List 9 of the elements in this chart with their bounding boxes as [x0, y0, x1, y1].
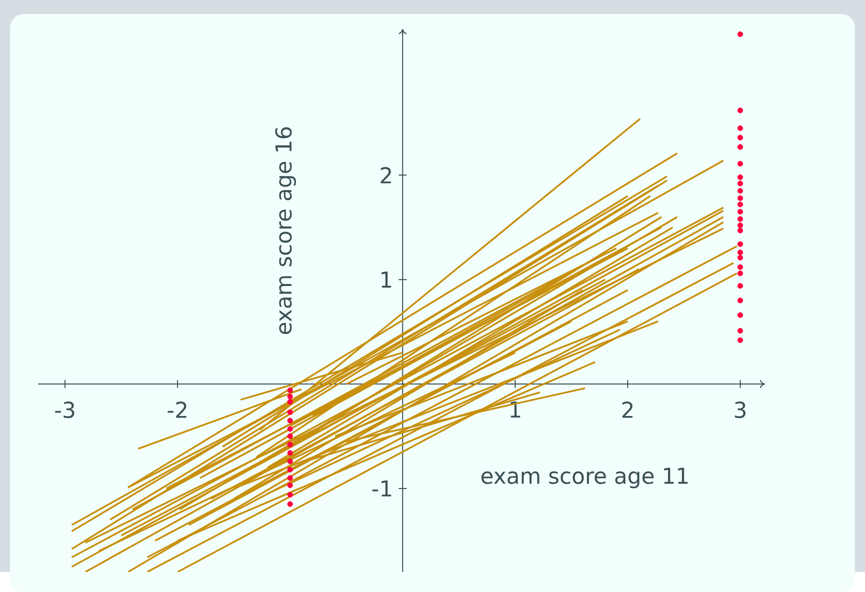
- y-axis-title: exam score age 16: [275, 127, 296, 334]
- y-tick-label: 1: [382, 272, 392, 288]
- x-tick-label: 3: [734, 402, 746, 418]
- x-tick-label: -2: [168, 402, 186, 418]
- x-tick-label: 2: [622, 402, 632, 418]
- y-tick-label: -1: [372, 480, 392, 496]
- y-tick-label: 2: [380, 167, 391, 184]
- x-axis-title: exam score age 11: [481, 468, 688, 488]
- x-tick-label: -3: [55, 402, 74, 418]
